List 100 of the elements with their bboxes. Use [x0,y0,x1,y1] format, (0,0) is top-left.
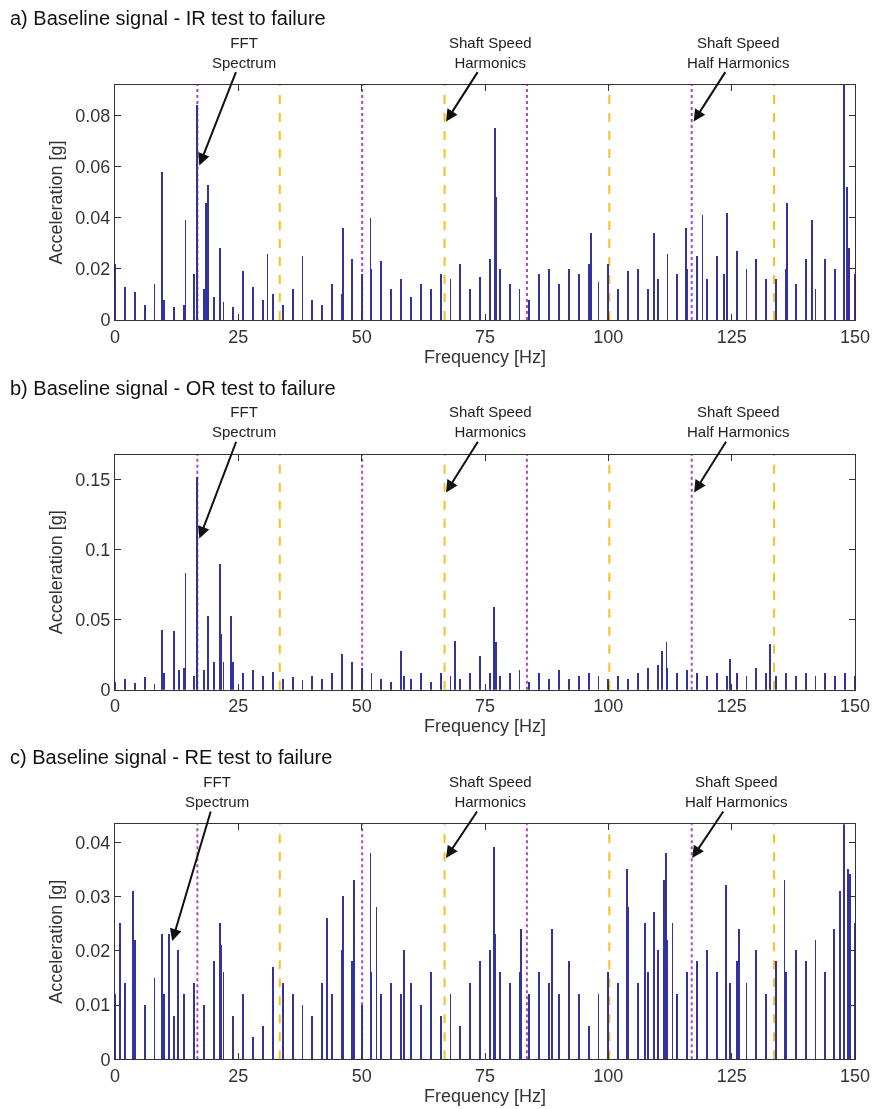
annotation: Shaft Speed Harmonics [449,403,532,440]
bar [729,658,731,690]
bar [847,869,849,1060]
bar [627,271,629,320]
bar [342,896,344,1060]
bar [647,289,649,320]
chart-title: c) Baseline signal - RE test to failure [10,746,333,768]
bar [736,672,738,690]
bar [232,1016,234,1060]
bar [326,918,328,1060]
bar [400,650,402,690]
bar [765,279,767,320]
bar [342,228,344,320]
bar [775,279,777,320]
bar [844,672,846,690]
bar [686,972,688,1060]
bar [321,305,323,320]
bar [795,950,797,1060]
bar [661,650,663,690]
bar [161,934,163,1060]
annotation: FFT Spectrum [212,403,277,440]
bar [321,678,323,690]
bar [520,929,522,1060]
bar [282,983,284,1060]
bar [795,675,797,690]
bar [637,672,639,690]
bar [716,256,718,320]
bar [657,664,659,690]
bar [839,891,841,1060]
bar [617,675,619,690]
annotation: Shaft Speed Harmonics [449,34,532,71]
bar [805,672,807,690]
bar [653,233,655,320]
bar [706,675,708,690]
y-tick-label: 0 [100,1049,111,1070]
bar [647,667,649,690]
bar [213,661,215,690]
bar [538,972,540,1060]
y-tick-label: 0.01 [75,995,111,1016]
bar [380,994,382,1060]
bar [588,1026,590,1060]
annotation: Shaft Speed Half Harmonics [687,34,790,71]
bar [440,672,442,690]
bar [173,1016,175,1060]
x-tick-label: 100 [593,1065,624,1086]
bar [469,983,471,1060]
x-tick-label: 150 [839,1065,871,1086]
x-tick-label: 125 [716,1065,747,1086]
bar [765,994,767,1060]
bar [568,961,570,1060]
bar [686,669,688,690]
bar [736,251,738,320]
bar [657,950,659,1060]
y-tick-label: 0.08 [75,105,111,126]
bar [232,307,234,320]
bar [351,661,353,690]
annotation: FFT Spectrum [185,773,250,810]
bar [469,289,471,320]
bar [292,676,294,690]
bar [738,929,740,1060]
bar [203,669,205,690]
annotation: Shaft Speed Half Harmonics [687,403,790,440]
bar [834,269,836,320]
bar [390,983,392,1060]
bar [824,672,826,690]
bar [173,307,175,320]
bar [134,292,136,320]
bar [144,676,146,690]
bar [558,669,560,690]
bar [805,259,807,320]
bar [499,269,501,320]
y-tick-label: 0.05 [75,610,111,631]
bar [765,672,767,690]
bar [292,994,294,1060]
y-tick-label: 0.02 [75,259,111,280]
bar [361,1005,363,1060]
bar [321,983,323,1060]
x-tick-label: 125 [716,696,747,717]
bar [769,643,771,690]
chart-title: b) Baseline signal - OR test to failure [10,377,336,399]
bar [775,675,777,690]
bar [351,259,353,320]
bar [706,950,708,1060]
bar [213,297,215,320]
y-axis-title: Acceleration [g] [45,140,66,265]
bar [696,672,698,690]
bar [528,300,530,320]
bar [479,277,481,320]
x-tick-label: 25 [228,1065,249,1086]
annotation: FFT Spectrum [212,34,277,71]
bar [262,1026,264,1060]
bar [262,300,264,320]
y-tick-label: 0.1 [85,540,111,561]
bar [558,994,560,1060]
bar [196,105,198,320]
y-tick-label: 0.15 [75,470,111,491]
bar [403,950,405,1060]
bar [607,264,609,320]
bar [489,672,491,690]
bar [617,289,619,320]
